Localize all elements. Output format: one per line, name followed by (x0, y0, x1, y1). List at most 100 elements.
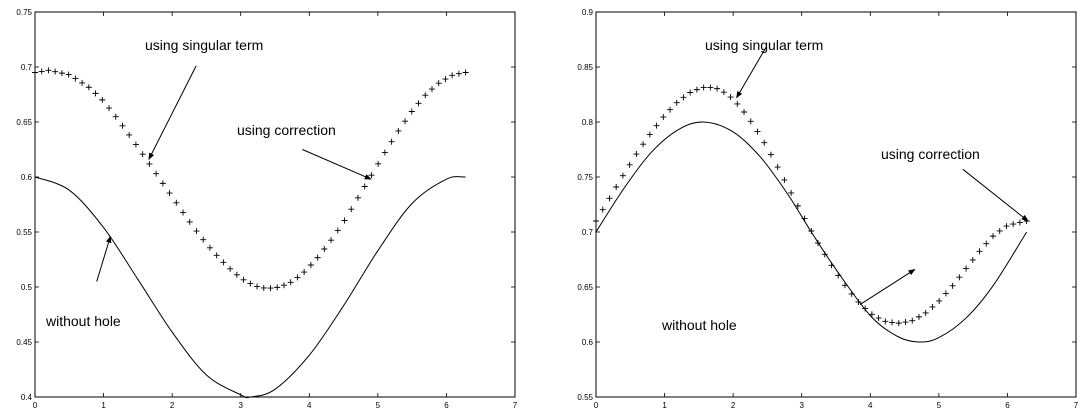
plus-marker (949, 282, 956, 289)
x-tick-label: 4 (307, 401, 312, 410)
plus-marker (714, 85, 721, 92)
plus-marker (307, 261, 314, 268)
plus-marker (767, 151, 774, 158)
plus-marker (727, 94, 734, 101)
plus-marker (1010, 221, 1017, 228)
annotation-arrow (148, 65, 197, 161)
annotation-label: without hole (45, 313, 121, 329)
x-tick-label: 7 (1074, 401, 1079, 410)
plus-marker (72, 75, 79, 82)
plus-marker (707, 84, 714, 91)
plus-marker (99, 96, 106, 103)
annotation-arrow (96, 235, 112, 282)
plus-marker (112, 113, 119, 120)
plus-marker (126, 131, 133, 138)
series-plus-markers (32, 67, 469, 292)
plus-marker (781, 176, 788, 183)
plus-marker (260, 284, 267, 291)
plus-marker (153, 170, 160, 177)
y-tick-label: 0.9 (582, 8, 594, 17)
plus-marker (247, 280, 254, 287)
plus-marker (92, 90, 99, 97)
plus-marker (206, 244, 213, 251)
plus-marker (186, 218, 193, 225)
plus-marker (173, 199, 180, 206)
plus-marker (435, 80, 442, 87)
plus-marker (969, 256, 976, 263)
plus-marker (52, 68, 59, 75)
y-tick-label: 0.7 (582, 228, 594, 237)
plus-marker (626, 161, 633, 168)
plus-marker (388, 138, 395, 145)
plus-marker (915, 313, 922, 320)
plus-marker (693, 86, 700, 93)
plus-marker (882, 318, 889, 325)
plus-marker (1023, 218, 1030, 224)
plus-marker (942, 290, 949, 297)
right-plot: 0 1 2 3 4 5 6 7 0.55 0.6 0.65 0.7 0.75 0.8 0.85 0.9 usin… (577, 8, 1078, 410)
plus-marker (119, 122, 126, 129)
plus-marker (734, 100, 741, 107)
plus-marker (996, 227, 1003, 234)
plus-marker (32, 69, 38, 76)
plus-marker (862, 305, 869, 312)
plus-marker (408, 108, 415, 115)
y-tick-label: 0.6 (582, 338, 594, 347)
plus-marker (415, 100, 422, 107)
annotation-arrow (962, 168, 1029, 222)
plus-marker (455, 70, 462, 77)
plus-marker (146, 160, 153, 167)
plot-frame (595, 11, 1077, 398)
plus-marker (301, 269, 308, 276)
x-tick-label: 2 (170, 401, 175, 410)
plus-marker (680, 94, 687, 101)
x-tick-label: 0 (594, 401, 599, 410)
plus-marker (132, 141, 139, 148)
y-tick-label: 0.65 (577, 283, 593, 292)
plus-marker (381, 149, 388, 156)
plus-marker (254, 283, 261, 290)
plus-marker (821, 251, 828, 258)
plus-marker (106, 105, 113, 112)
plus-marker (361, 183, 368, 190)
plus-marker (868, 311, 875, 318)
plus-marker (835, 272, 842, 279)
plus-marker (200, 236, 207, 243)
plus-marker (442, 76, 449, 83)
plus-marker (633, 151, 640, 158)
plus-marker (889, 319, 896, 326)
y-tick-label: 0.75 (577, 173, 593, 182)
y-tick-label: 0.8 (582, 118, 594, 127)
plus-marker (58, 70, 65, 77)
annotation-arrow (859, 268, 916, 306)
plus-marker (227, 265, 234, 272)
plus-marker (720, 89, 727, 96)
plus-marker (375, 160, 382, 167)
x-tick-label: 3 (799, 401, 804, 410)
plus-marker (774, 164, 781, 171)
plus-marker (983, 240, 990, 247)
plus-marker (593, 218, 599, 224)
plus-marker (936, 297, 943, 304)
x-tick-label: 2 (731, 401, 736, 410)
plus-marker (45, 67, 52, 74)
plus-marker (875, 315, 882, 322)
x-tick-label: 1 (101, 401, 106, 410)
plus-marker (788, 189, 795, 196)
plus-marker (159, 180, 166, 187)
x-tick-label: 6 (1005, 401, 1010, 410)
plus-marker (280, 282, 287, 289)
plus-marker (220, 259, 227, 266)
plus-marker (761, 139, 768, 146)
plus-marker (794, 202, 801, 209)
plus-marker (922, 309, 929, 316)
plus-marker (963, 265, 970, 272)
plus-marker (909, 317, 916, 324)
plus-marker (85, 84, 92, 91)
plus-marker (321, 245, 328, 252)
plus-marker (895, 320, 902, 327)
series-line (34, 176, 466, 399)
plus-marker (287, 279, 294, 286)
annotation-label: using singular term (145, 37, 263, 53)
